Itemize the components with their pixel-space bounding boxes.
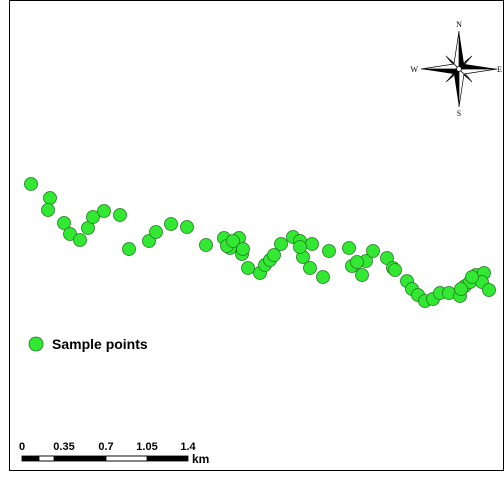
compass-rose-icon: [420, 30, 498, 108]
legend: Sample points: [28, 336, 148, 352]
scale-tick-label-1: 0.35: [53, 441, 74, 453]
sample-point-6: [73, 233, 87, 247]
sample-point-38: [366, 244, 380, 258]
scale-tick-label-3: 1.05: [136, 441, 157, 453]
scale-tick-label-2: 0.7: [98, 441, 113, 453]
compass-label-east: E: [497, 65, 502, 74]
sample-point-36: [355, 268, 369, 282]
scale-bar-outline: [21, 455, 189, 462]
sample-point-15: [180, 220, 194, 234]
sample-point-39: [380, 251, 394, 265]
scale-unit-label: km: [192, 452, 209, 466]
sample-point-21: [241, 261, 255, 275]
sample-point-54: [482, 283, 496, 297]
sample-points-layer: [24, 177, 496, 308]
sample-point-57: [388, 263, 402, 277]
sample-point-9: [97, 204, 111, 218]
sample-point-55: [454, 282, 468, 296]
sample-point-13: [149, 225, 163, 239]
sample-point-3: [41, 203, 55, 217]
scale-segment-4: [66, 456, 106, 461]
sample-point-1: [24, 177, 38, 191]
scale-segment-2: [38, 455, 55, 462]
compass-label-north: N: [456, 20, 462, 29]
sample-point-26: [274, 237, 288, 251]
scale-bar: 0 0.35 0.7 1.05 1.4 km: [19, 441, 209, 466]
sample-point-10: [113, 208, 127, 222]
sample-point-25: [267, 248, 281, 262]
sample-point-31: [305, 237, 319, 251]
sample-point-60: [293, 240, 307, 254]
sample-point-8: [86, 210, 100, 224]
compass-label-west: W: [410, 65, 418, 74]
sample-point-56: [465, 270, 479, 284]
scale-segment-6: [147, 456, 188, 461]
sample-point-62: [350, 255, 364, 269]
sample-point-61: [236, 242, 250, 256]
sample-point-33: [322, 244, 336, 258]
scale-segment-3: [54, 456, 66, 461]
sample-point-34: [342, 241, 356, 255]
scale-tick-label-4: 1.4: [180, 441, 196, 453]
scale-tick-label-0: 0: [19, 441, 25, 453]
legend-symbol-icon: [28, 336, 44, 352]
sample-point-16: [199, 238, 213, 252]
sample-point-59: [226, 234, 240, 248]
sample-point-30: [303, 261, 317, 275]
sample-point-4: [57, 216, 71, 230]
sample-point-5: [63, 227, 77, 241]
legend-label: Sample points: [52, 336, 148, 352]
compass-label-south: S: [457, 109, 461, 118]
scale-segment-5: [105, 455, 148, 462]
sample-point-2: [43, 191, 57, 205]
sample-point-11: [122, 242, 136, 256]
scale-segment-1: [22, 456, 39, 461]
sample-point-32: [316, 270, 330, 284]
sample-point-14: [164, 217, 178, 231]
